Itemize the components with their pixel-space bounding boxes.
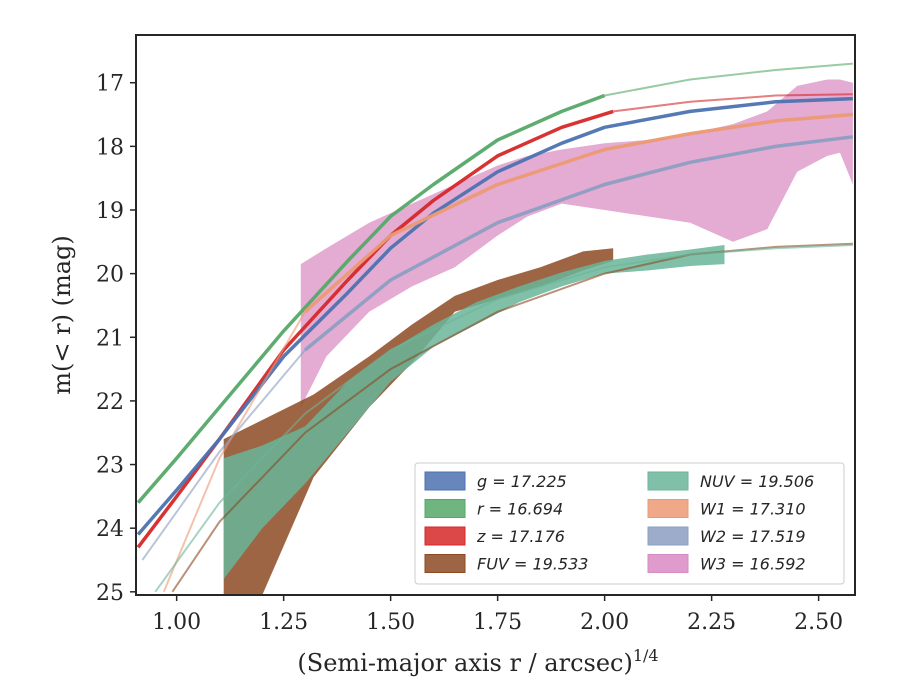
x-axis-title-superscript: 1/4 [633, 646, 659, 665]
x-tick-label: 2.00 [580, 610, 629, 635]
profile-line-z [136, 109, 614, 549]
legend: g = 17.225 r = 16.694 z = 17.176 FUV = 19.5… [414, 462, 845, 585]
legend-label-g: g = 17.225 [477, 472, 567, 491]
legend-swatch-nuv [647, 471, 689, 491]
legend-label-nuv: NUV = 19.506 [700, 472, 814, 491]
legend-swatch-w3 [647, 554, 689, 573]
legend-swatch-fuv [424, 554, 466, 573]
legend-swatch-z [424, 526, 466, 546]
x-axis: 1.00 1.25 1.50 1.75 2.00 2.25 2.50 [152, 595, 843, 635]
x-tick-label: 1.25 [259, 610, 308, 635]
legend-swatch-g [424, 471, 466, 491]
profile-line-w1 [303, 112, 854, 314]
uncertainty-bands [223, 79, 853, 595]
y-tick-label: 21 [96, 326, 124, 351]
model-line-r [604, 62, 853, 97]
y-tick-label: 23 [96, 454, 124, 479]
x-tick-label: 2.50 [794, 610, 843, 635]
legend-label-w3: W3 = 16.592 [700, 555, 806, 574]
model-line-w1 [162, 311, 306, 593]
model-line-z [613, 93, 853, 113]
x-tick-label: 2.25 [687, 610, 736, 635]
series-lines [136, 62, 854, 593]
y-tick-label: 19 [96, 199, 124, 224]
legend-swatch-w1 [647, 499, 689, 518]
y-tick-label: 22 [96, 390, 124, 415]
profile-line-w2 [303, 135, 854, 352]
x-tick-label: 1.50 [366, 610, 415, 635]
band-nuv [223, 245, 725, 580]
x-tick-label: 1.75 [473, 610, 522, 635]
y-axis: 17 18 19 20 21 22 23 24 25 [96, 72, 136, 606]
model-line-w2 [141, 349, 306, 561]
profile-line-r [136, 93, 606, 504]
legend-swatch-w2 [647, 526, 689, 546]
x-tick-label: 1.00 [152, 610, 201, 635]
legend-box [414, 462, 845, 585]
x-axis-title-text: (Semi-major axis r / arcsec) [297, 649, 632, 677]
y-tick-label: 24 [96, 517, 124, 542]
model-line-nuv [154, 244, 853, 593]
legend-label-w2: W2 = 17.519 [700, 527, 806, 546]
legend-label-z: z = 17.176 [476, 527, 565, 546]
legend-label-r: r = 16.694 [477, 500, 563, 519]
x-axis-title: (Semi-major axis r / arcsec)1/4 [297, 646, 658, 677]
plot-area [135, 34, 856, 596]
y-tick-label: 17 [96, 72, 124, 97]
y-tick-label: 25 [96, 581, 124, 606]
y-tick-label: 20 [96, 263, 124, 288]
band-w3 [300, 79, 853, 408]
band-fuv [223, 248, 614, 595]
legend-label-w1: W1 = 17.310 [700, 500, 806, 519]
plot-frame [135, 34, 856, 596]
y-axis-title: m(< r) (mag) [48, 235, 76, 394]
legend-swatch-r [424, 499, 466, 518]
y-tick-label: 18 [96, 135, 124, 160]
legend-label-fuv: FUV = 19.533 [477, 555, 588, 574]
